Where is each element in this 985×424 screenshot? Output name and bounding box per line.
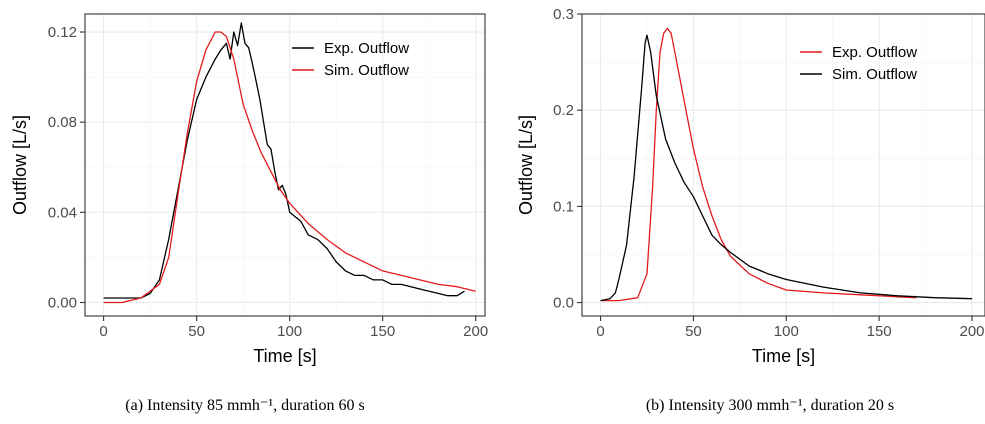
x-tick-label: 200 (959, 323, 984, 340)
x-axis-label: Time [s] (752, 346, 815, 366)
y-tick-label: 0.04 (48, 204, 77, 221)
figure-caption: (b) Intensity 300 mmh⁻¹, duration 20 s (646, 397, 894, 414)
chart-panel-a: 0 50 100 150 200 0.00 0.04 0.08 0.12 Exp. Outflow… (10, 13, 488, 414)
chart-panel-b: 0 50 100 150 200 0.0 0.1 0.2 0.3 Exp. Outflow Sim.… (516, 6, 985, 414)
y-tick-label: 0.12 (48, 24, 77, 41)
legend-label: Sim. Outflow (324, 62, 409, 79)
x-tick-label: 0 (99, 323, 107, 340)
legend-label: Exp. Outflow (832, 44, 917, 61)
x-tick-label: 100 (774, 323, 799, 340)
x-tick-label: 0 (596, 323, 604, 340)
figure-caption: (a) Intensity 85 mmh⁻¹, duration 60 s (125, 397, 364, 414)
y-axis-label: Outflow [L/s] (516, 115, 536, 215)
legend-label: Sim. Outflow (832, 66, 917, 83)
series-line-sim-outflow (103, 31, 476, 304)
x-tick-label: 50 (685, 323, 702, 340)
y-tick-label: 0.00 (48, 294, 77, 311)
x-tick-label: 150 (867, 323, 892, 340)
y-tick-label: 0.3 (553, 6, 574, 23)
x-tick-label: 200 (463, 323, 488, 340)
plot-frame (581, 13, 985, 317)
y-axis-label: Outflow [L/s] (10, 115, 30, 215)
series-line-sim-outflow (600, 34, 973, 302)
legend-label: Exp. Outflow (324, 40, 409, 57)
x-tick-label: 150 (370, 323, 395, 340)
x-tick-label: 100 (277, 323, 302, 340)
plot-frame (84, 13, 486, 317)
x-tick-label: 50 (188, 323, 205, 340)
series-line-exp-outflow (600, 27, 917, 302)
series-line-exp-outflow (103, 22, 465, 299)
x-axis-label: Time [s] (253, 346, 316, 366)
y-tick-label: 0.08 (48, 114, 77, 131)
y-tick-label: 0.1 (553, 198, 574, 215)
y-tick-label: 0.0 (553, 295, 574, 312)
y-tick-label: 0.2 (553, 102, 574, 119)
